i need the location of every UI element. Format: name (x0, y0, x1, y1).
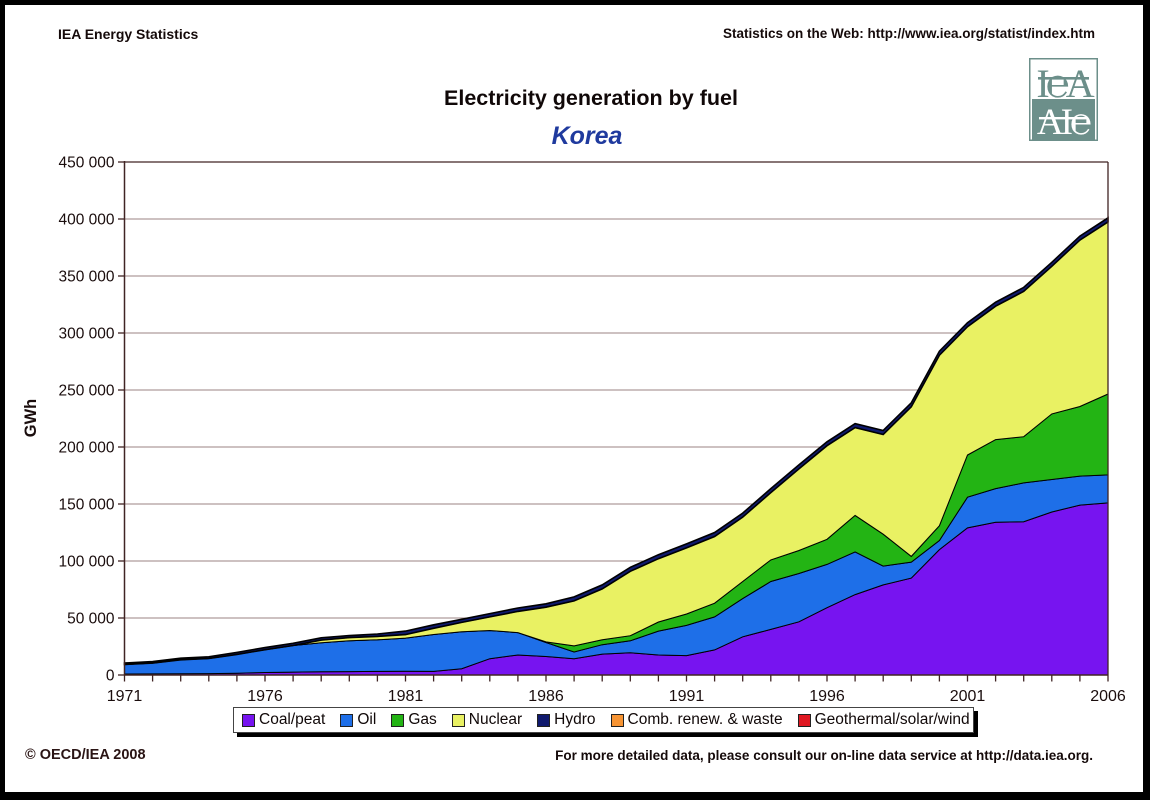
svg-text:100 000: 100 000 (58, 554, 114, 571)
svg-text:300 000: 300 000 (58, 326, 114, 343)
svg-text:150 000: 150 000 (58, 497, 114, 514)
svg-text:0: 0 (106, 668, 115, 685)
svg-text:250 000: 250 000 (58, 383, 114, 400)
svg-text:AI℮: AI℮ (1037, 102, 1091, 141)
svg-text:1986: 1986 (528, 688, 564, 705)
svg-text:1996: 1996 (809, 688, 845, 705)
svg-text:1971: 1971 (107, 688, 143, 705)
svg-text:50 000: 50 000 (67, 611, 115, 628)
svg-text:1976: 1976 (247, 688, 283, 705)
svg-text:400 000: 400 000 (58, 212, 114, 229)
svg-text:1991: 1991 (669, 688, 705, 705)
svg-text:1981: 1981 (388, 688, 424, 705)
svg-text:2006: 2006 (1090, 688, 1126, 705)
svg-text:450 000: 450 000 (58, 155, 114, 172)
svg-text:2001: 2001 (950, 688, 986, 705)
svg-text:GWh: GWh (22, 399, 40, 438)
svg-text:200 000: 200 000 (58, 440, 114, 457)
svg-text:350 000: 350 000 (58, 269, 114, 286)
svg-text:I℮A: I℮A (1036, 61, 1094, 106)
